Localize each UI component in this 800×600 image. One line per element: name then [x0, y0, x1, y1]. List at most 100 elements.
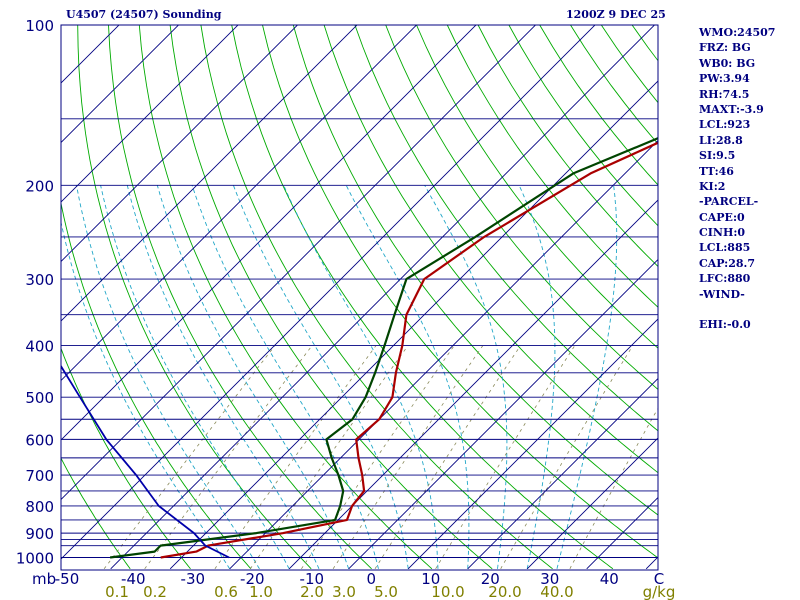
index-line: CAPE:0: [699, 210, 745, 224]
index-line: LI:28.8: [699, 133, 743, 147]
temperature-tick-label: 40: [600, 570, 619, 588]
moist-adiabat-line: [283, 185, 439, 569]
moist-adiabat-line: [518, 185, 556, 569]
pressure-tick-label: 800: [25, 498, 54, 516]
temperature-tick-label: -10: [300, 570, 325, 588]
mixing-ratio-line: [103, 345, 276, 570]
pressure-unit-label: mb: [32, 570, 56, 588]
index-line: RH:74.5: [699, 87, 750, 101]
pressure-tick-label: 100: [25, 17, 54, 35]
index-line: PW:3.94: [699, 72, 750, 86]
dry-adiabat-line: [323, 25, 658, 474]
mixing-ratio-label: 0.6: [214, 583, 238, 600]
pressure-tick-label: 700: [25, 467, 54, 485]
moist-adiabat-line: [126, 185, 320, 569]
dry-adiabat-line: [446, 25, 658, 308]
mixing-ratio-lines: [103, 345, 658, 570]
isotherm-line: [61, 25, 239, 203]
index-line: LFC:880: [699, 272, 751, 286]
mixing-ratio-label: 3.0: [332, 583, 356, 600]
dry-adiabat-line: [138, 25, 433, 570]
isotherm-line: [407, 318, 658, 570]
isobars: [61, 25, 658, 558]
mixing-ratio-line: [374, 345, 521, 570]
index-line: FRZ: BG: [699, 41, 751, 55]
temperature-tick-label: -40: [121, 570, 146, 588]
isotherm-line: [169, 80, 658, 570]
index-line: WB0: BG: [699, 56, 756, 70]
dry-adiabat-line: [416, 25, 658, 349]
isotherm-line: [0, 13, 12, 569]
index-line: KI:2: [699, 179, 726, 193]
mixing-ratio-line: [214, 345, 377, 570]
moist-adiabat-line: [61, 220, 231, 570]
isotherm-line: [61, 25, 596, 560]
pressure-tick-label: 500: [25, 389, 54, 407]
mixing-ratio-label: 0.1: [105, 583, 129, 600]
isotherm-line: [61, 25, 477, 441]
mixing-ratio-line: [569, 407, 658, 569]
dry-adiabat-line: [477, 25, 658, 268]
isotherm-line: [61, 25, 299, 263]
temperature-tick-label: -30: [181, 570, 206, 588]
dry-adiabat-line: [200, 25, 553, 570]
index-line: -PARCEL-: [699, 195, 759, 209]
pressure-tick-label: 400: [25, 338, 54, 356]
isotherm-line: [526, 437, 658, 570]
isotherm-line: [110, 25, 656, 570]
index-line: WMO:24507: [699, 26, 776, 39]
mixing-ratio-line: [332, 345, 484, 570]
dry-adiabat-line: [169, 25, 493, 570]
temperature-tick-label: 0: [367, 570, 377, 588]
moist-adiabat-line: [76, 185, 260, 570]
isotherm-line: [61, 25, 537, 501]
mixing-ratio-label: 2.0: [300, 583, 324, 600]
pressure-tick-label: 1000: [16, 550, 54, 568]
dry-adiabat-line: [61, 347, 191, 570]
isotherms: [0, 13, 658, 570]
mixing-ratio-label: 0.2: [143, 583, 167, 600]
dry-adiabat-line: [61, 457, 131, 570]
dry-adiabat-line: [385, 25, 658, 390]
index-line: -WIND-: [699, 287, 745, 301]
isotherm-line: [348, 258, 658, 570]
index-line: LCL:923: [699, 118, 751, 132]
mixing-ratio-line: [500, 345, 634, 569]
pressure-tick-label: 600: [25, 431, 54, 449]
pressure-tick-label: 900: [25, 525, 54, 543]
moist-adiabat-line: [345, 185, 470, 569]
dry-adiabat-line: [292, 25, 658, 516]
dry-adiabat-line: [61, 201, 252, 570]
mixing-ratio-line: [249, 345, 409, 570]
isotherm-line: [229, 139, 658, 570]
mixing-ratio-label: 5.0: [374, 583, 398, 600]
station-title: U4507 (24507) Sounding: [66, 8, 222, 21]
isotherm-line: [61, 25, 418, 382]
dry-adiabat-line: [262, 25, 658, 559]
index-line: TT:46: [699, 164, 734, 178]
index-line: CINH:0: [699, 226, 746, 240]
parcel-path: [61, 364, 230, 559]
temperature-tick-label: 20: [481, 570, 500, 588]
mixing-ratio-label: 40.0: [540, 583, 573, 600]
temperature-tick-label: -50: [55, 570, 80, 588]
plot-frame: [60, 24, 659, 571]
temperature-profile: [160, 141, 658, 559]
mixing-ratio-label: 20.0: [488, 583, 521, 600]
isotherm-line: [288, 199, 658, 570]
moist-adiabat-line: [156, 185, 350, 569]
isotherm-line: [61, 25, 180, 144]
mixing-ratio-line: [144, 345, 313, 570]
pressure-tick-label: 200: [25, 177, 54, 195]
index-line: CAP:28.7: [699, 256, 756, 270]
moist-adiabat-line: [424, 185, 508, 569]
isotherm-line: [467, 377, 658, 570]
dry-adiabat-line: [77, 25, 312, 570]
temperature-tick-label: C: [654, 570, 664, 588]
index-line: SI:9.5: [699, 149, 736, 163]
valid-time: 1200Z 9 DEC 25: [566, 8, 666, 21]
mixing-ratio-label: g/kg: [643, 583, 676, 600]
stability-indices-panel: WMO:24507 FRZ: BG WB0: BG PW:3.94 RH:74.5 MAX…: [699, 25, 775, 333]
dry-adiabat-line: [786, 25, 800, 569]
